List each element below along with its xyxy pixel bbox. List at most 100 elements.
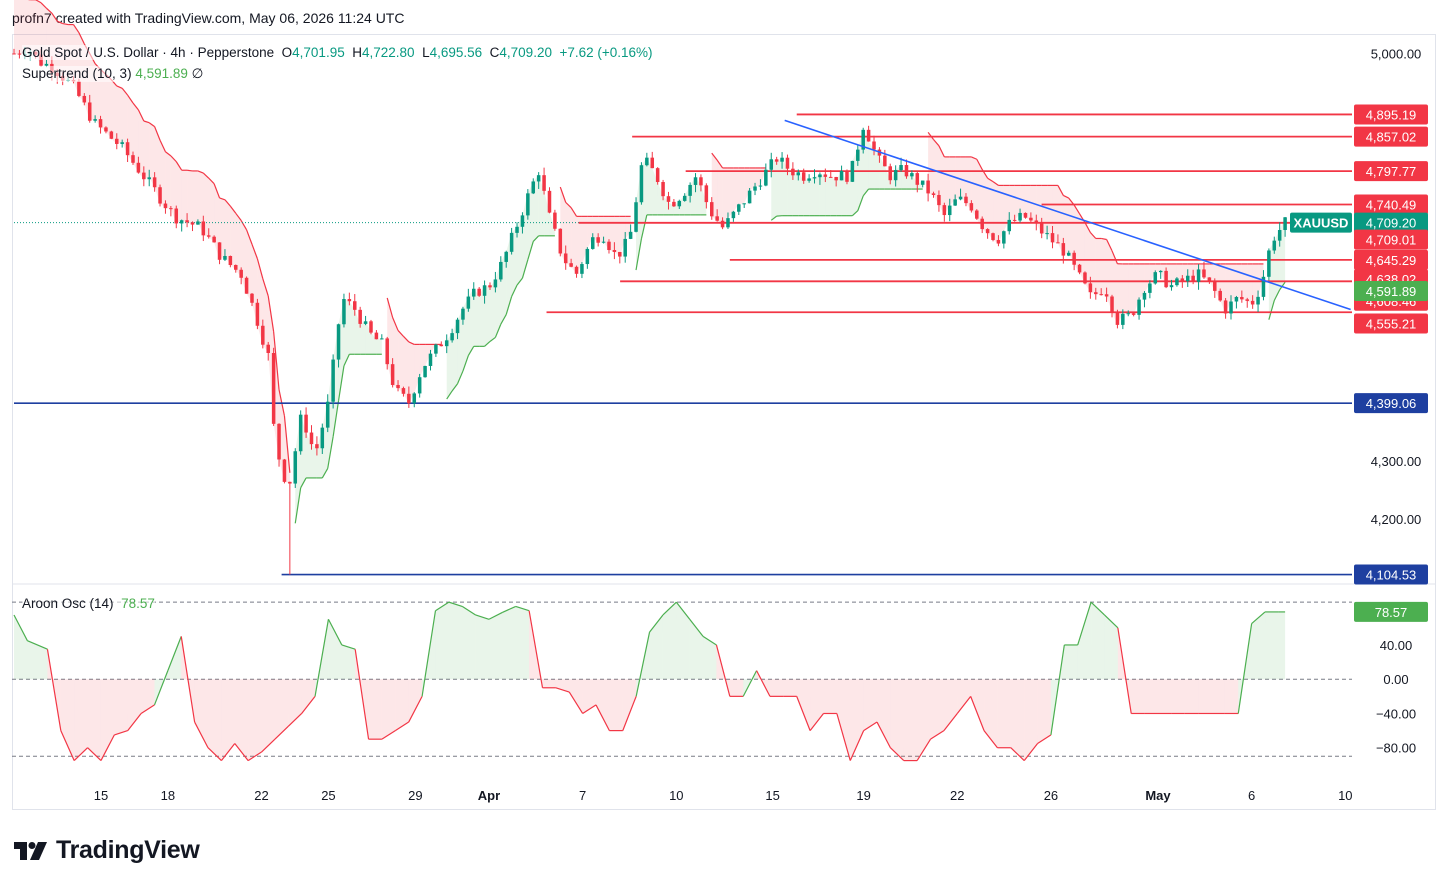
supertrend-line [240,220,248,231]
aroon-fill [863,679,878,731]
supertrend-fill [143,120,150,180]
candle-body [758,185,763,187]
aroon-line [622,696,637,731]
candle-body [883,155,887,167]
supertrend-fill [814,174,820,216]
aroon-line [87,747,102,762]
aroon-fill [1131,679,1145,714]
aroon-line [943,713,958,731]
candle-body [1131,313,1136,315]
aroon-fill [890,679,904,761]
supertrend-line [1111,250,1118,265]
supertrend-fill [1258,263,1264,297]
supertrend-fill [46,8,52,73]
candle-body [158,187,162,204]
candle-body [628,231,633,239]
candle-body [217,242,222,260]
aroon-line [809,713,824,731]
candle-body [444,340,449,347]
supertrend-line [165,151,172,157]
supertrend-fill [1003,185,1010,232]
supertrend-line [251,244,258,259]
supertrend-line [386,297,394,318]
candle-body [828,176,833,178]
price-badge [1354,104,1428,125]
candle-body [288,481,292,484]
candle-body [77,81,81,96]
aroon-line [140,704,155,714]
price-badge-label: 4,857.02 [1366,130,1417,145]
candle-body [358,309,362,324]
supertrend-line [527,241,534,260]
aroon-line [528,610,544,688]
supertrend-fill [928,132,934,195]
aroon-line [876,721,891,749]
candle-body [1185,275,1190,282]
supertrend-fill [776,157,783,217]
candle-body [791,168,795,176]
supertrend-fill [1122,263,1129,314]
supertrend-fill [235,213,242,278]
candle-body [504,251,508,262]
supertrend-line [403,335,410,343]
aroon-line [515,605,530,612]
tradingview-logo[interactable]: TradingView [14,836,200,865]
candle-body [1023,212,1028,218]
aroon-fill [1091,602,1105,680]
aroon-line [1117,627,1132,714]
supertrend-fill [116,85,123,144]
price-badge [1354,280,1428,301]
candle-body [1077,264,1082,273]
aroon-line [689,618,704,637]
aroon-line [930,730,945,740]
candle-body [569,263,573,267]
aroon-line [1010,747,1025,762]
aroon-fill [1198,679,1212,714]
candle-body [915,173,920,185]
candle-body [1229,301,1233,314]
candle-body [439,344,444,347]
candle-body [417,377,422,394]
supertrend-fill [987,178,994,240]
aroon-fill [274,679,289,740]
candle-body [737,204,741,212]
supertrend-line [640,214,648,239]
candle-body [1180,278,1185,282]
supertrend-line [397,330,404,337]
supertrend-fill [868,141,875,190]
aroon-line [702,635,717,646]
supertrend-line [521,259,529,279]
supertrend-fill [787,168,793,216]
aroon-line [863,721,878,732]
supertrend-fill [122,88,128,156]
aroon-line [475,614,490,620]
candle-body [488,285,492,288]
aroon-fill [662,602,677,680]
aroon-line [220,743,236,761]
price-badge-label: 4,709.01 [1366,233,1417,248]
aroon-line [662,601,677,616]
supertrend-fill [722,167,728,228]
close-value: 4,709.20 [499,45,552,60]
candle-body [699,177,703,186]
aroon-line [153,670,169,706]
supertrend-value: 4,591.89 [135,66,188,81]
supertrend-fill [1009,185,1015,221]
candle-body [228,255,233,266]
candle-body [12,53,16,55]
candle-body [477,288,481,296]
supertrend-fill [749,167,756,191]
candle-body [1142,292,1147,300]
candle-body [785,157,790,169]
supertrend-line [408,341,415,345]
candle-body [1126,313,1130,315]
candle-body [353,301,357,310]
supertrend-fill [841,170,847,216]
candle-body [1083,272,1087,284]
supertrend-fill [744,167,750,204]
credit-line: profn7 created with TradingView.com, May… [12,10,405,26]
candle-body [234,265,238,270]
supertrend-line [127,94,134,104]
supertrend-line [933,139,940,147]
